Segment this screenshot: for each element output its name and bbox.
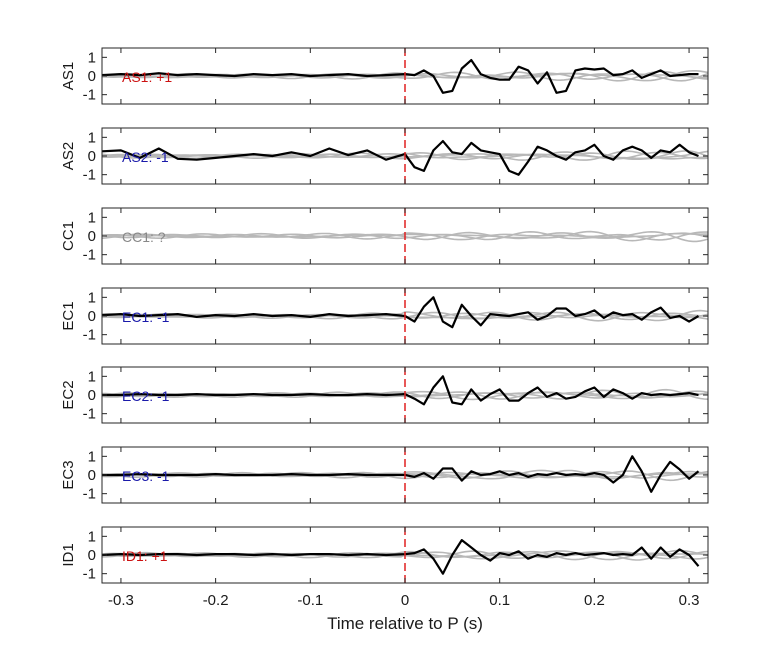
x-tick-label: 0.2	[584, 592, 605, 609]
y-tick-label: 0	[88, 547, 96, 564]
y-tick-label: -1	[83, 406, 96, 423]
y-tick-label: 0	[88, 148, 96, 165]
panel-cc1: 1 0 -1 CC1 CC1: ?	[60, 207, 709, 265]
panel-as2: 1 0 -1 AS2 AS2: -1	[60, 127, 709, 185]
x-tick-label: 0.3	[679, 592, 700, 609]
panel-ec2: 1 0 -1 EC2 EC2: -1	[60, 366, 709, 424]
x-tick-label: 0	[401, 592, 409, 609]
y-tick-label: -1	[83, 486, 96, 503]
y-tick-label: 0	[88, 467, 96, 484]
polarity-label: EC3: -1	[122, 468, 170, 484]
y-tick-label: 1	[88, 289, 96, 306]
y-tick-label: -1	[83, 566, 96, 583]
y-tick-label: 1	[88, 129, 96, 146]
y-tick-label: 1	[88, 448, 96, 465]
panels-group: 1 0 -1 AS1 AS1: +1 1 0 -1 AS2 AS2: -1 1 0 -1 CC1 CC1: …	[60, 47, 709, 609]
polarity-label: CC1: ?	[122, 229, 166, 245]
panel-ylabel: ID1	[60, 543, 77, 566]
panel-as1: 1 0 -1 AS1 AS1: +1	[60, 47, 709, 105]
panel-id1: 1 0 -1 -0.3 -0.2 -0.1 0 0.1 0.2 0.3 ID1 ID1: +1	[60, 526, 709, 609]
panel-ec3: 1 0 -1 EC3 EC3: -1	[60, 446, 709, 504]
panel-ylabel: AS1	[60, 62, 77, 90]
y-tick-label: 0	[88, 308, 96, 325]
waveform-trace	[102, 455, 700, 493]
y-tick-label: -1	[83, 167, 96, 184]
panel-ec1: 1 0 -1 EC1 EC1: -1	[60, 287, 709, 345]
y-tick-label: 1	[88, 528, 96, 545]
y-tick-label: 0	[88, 228, 96, 245]
x-tick-label: -0.1	[297, 592, 323, 609]
waveform-trace	[102, 538, 700, 575]
panel-ylabel: EC1	[60, 301, 77, 330]
y-tick-label: 0	[88, 387, 96, 404]
x-tick-label: -0.3	[108, 592, 134, 609]
polarity-label: EC2: -1	[122, 388, 170, 404]
polarity-label: AS2: -1	[122, 149, 169, 165]
y-tick-label: 1	[88, 49, 96, 66]
y-tick-label: 1	[88, 209, 96, 226]
y-tick-label: -1	[83, 327, 96, 344]
waveform-trace	[102, 58, 699, 94]
x-tick-label: 0.1	[489, 592, 510, 609]
polarity-label: ID1: +1	[122, 548, 168, 564]
y-tick-label: -1	[83, 247, 96, 264]
x-axis-label: Time relative to P (s)	[327, 614, 483, 633]
panel-ylabel: AS2	[60, 142, 77, 170]
polarity-label: AS1: +1	[122, 69, 172, 85]
waveform-trace	[102, 375, 699, 406]
x-tick-label: -0.2	[203, 592, 229, 609]
waveform-trace	[102, 296, 700, 329]
waveform-trace	[102, 140, 699, 176]
panel-ylabel: EC2	[60, 380, 77, 409]
y-tick-label: 1	[88, 368, 96, 385]
y-tick-label: -1	[83, 87, 96, 104]
y-tick-label: 0	[88, 68, 96, 85]
polarity-label: EC1: -1	[122, 309, 170, 325]
panel-ylabel: EC3	[60, 460, 77, 489]
panel-ylabel: CC1	[60, 221, 77, 251]
